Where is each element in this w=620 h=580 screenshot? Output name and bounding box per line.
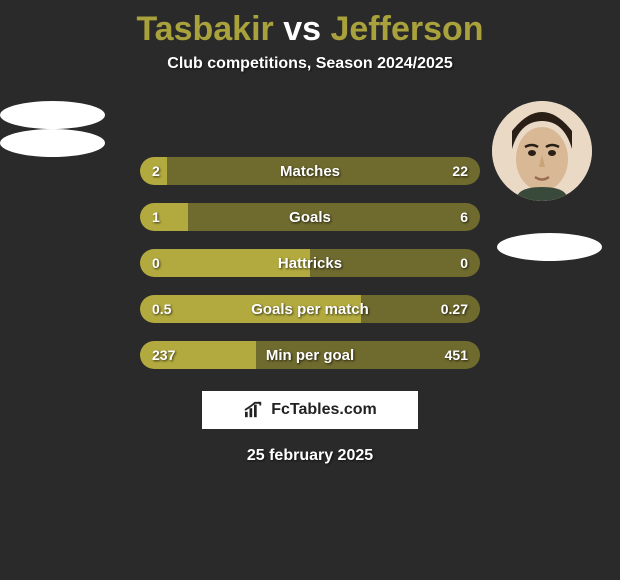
stat-value-right: 451 (445, 347, 468, 363)
brand-box: FcTables.com (202, 391, 418, 429)
stat-label: Matches (140, 163, 480, 180)
stat-label: Goals (140, 209, 480, 226)
face-icon (492, 101, 592, 201)
title-vs: vs (274, 10, 331, 48)
player-right-ellipse (497, 233, 602, 261)
stat-value-right: 0.27 (441, 301, 468, 317)
stat-value-right: 0 (460, 255, 468, 271)
chart-icon (243, 401, 265, 419)
stat-label: Goals per match (140, 301, 480, 318)
subtitle: Club competitions, Season 2024/2025 (0, 55, 620, 101)
title-right: Jefferson (330, 10, 483, 48)
stat-row: 2Matches22 (140, 157, 480, 185)
player-left-ellipse-1 (0, 101, 105, 129)
date-text: 25 february 2025 (0, 447, 620, 465)
stat-bars: 2Matches22 1Goals6 0Hattricks0 0.5Goals per… (140, 157, 480, 369)
stat-row: 237Min per goal451 (140, 341, 480, 369)
player-right-avatar (492, 101, 592, 201)
stat-row: 1Goals6 (140, 203, 480, 231)
page-title: Tasbakir vs Jefferson (0, 0, 620, 55)
stat-label: Min per goal (140, 347, 480, 364)
stat-row: 0Hattricks0 (140, 249, 480, 277)
title-left: Tasbakir (136, 10, 273, 48)
stat-label: Hattricks (140, 255, 480, 272)
stat-row: 0.5Goals per match0.27 (140, 295, 480, 323)
stat-value-right: 22 (452, 163, 468, 179)
player-left-ellipse-2 (0, 129, 105, 157)
content-area: 2Matches22 1Goals6 0Hattricks0 0.5Goals per… (0, 101, 620, 465)
stat-value-right: 6 (460, 209, 468, 225)
brand-text: FcTables.com (271, 401, 377, 419)
